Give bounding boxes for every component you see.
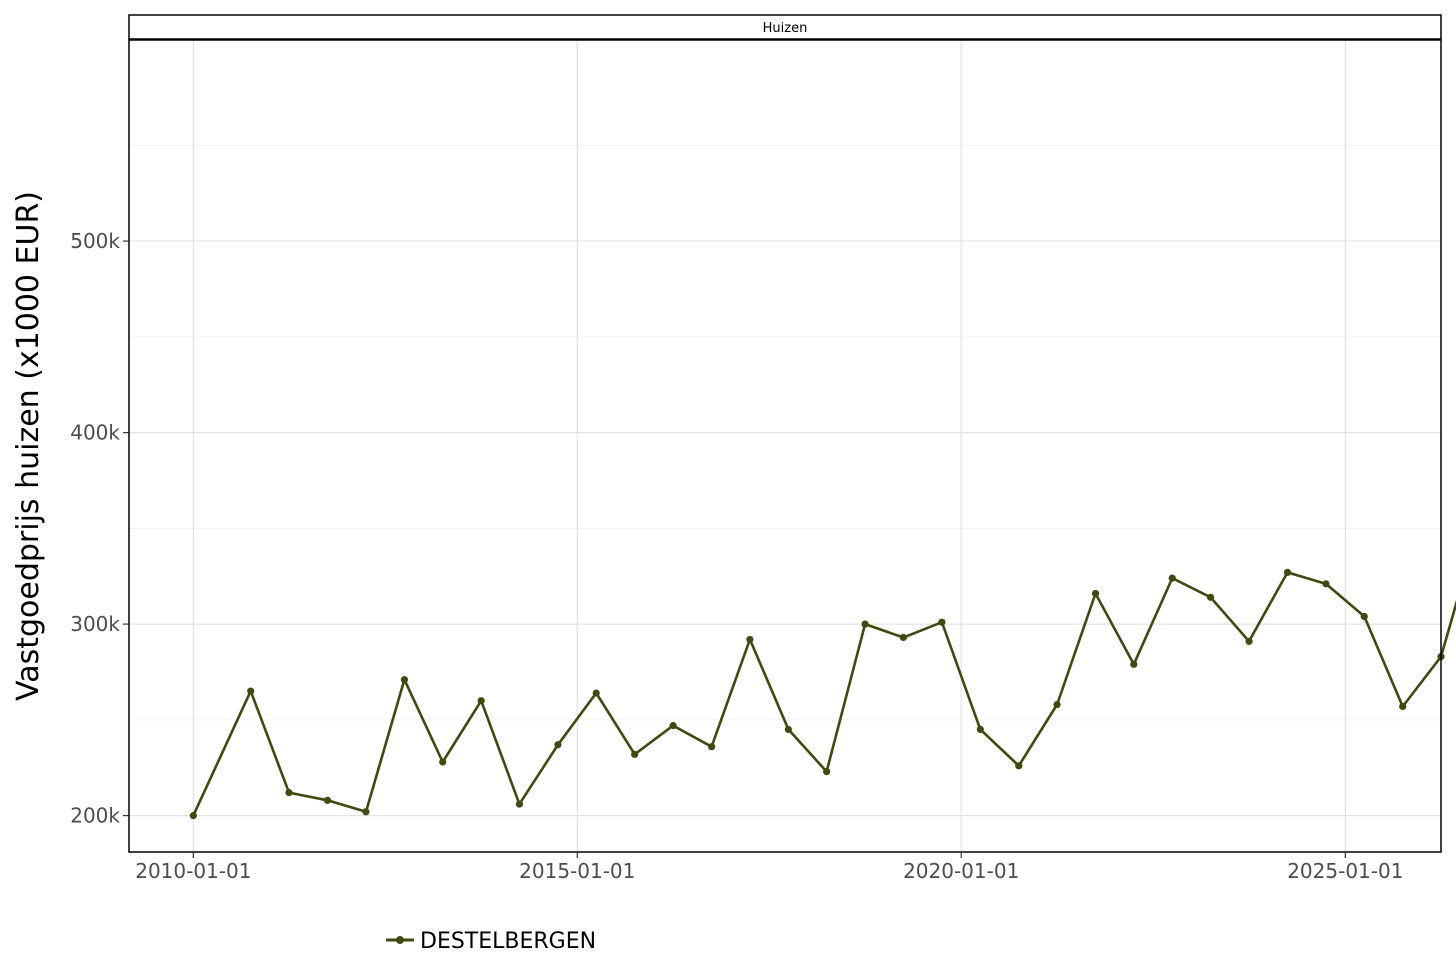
legend-label: DESTELBERGEN	[420, 929, 596, 954]
points-layer	[189, 568, 1445, 820]
facet-strip-box	[128, 14, 1442, 40]
series-point	[1130, 660, 1138, 668]
x-tick-label: 2015-01-01	[519, 859, 635, 883]
lines-layer	[192, 571, 1456, 817]
series-point	[976, 725, 984, 734]
series-point	[554, 741, 562, 749]
series-point	[861, 620, 869, 628]
legend-key-point	[396, 936, 404, 944]
x-tick-label: 2020-01-01	[903, 859, 1019, 883]
facet-strip: Huizen	[128, 14, 1442, 40]
series-point	[439, 758, 447, 766]
x-tick-label: 2025-01-01	[1287, 859, 1403, 883]
series-point	[1399, 702, 1407, 711]
series-point	[1053, 700, 1061, 709]
grid	[129, 40, 1441, 852]
y-tick-label: 500k	[70, 229, 120, 253]
series-point	[515, 800, 524, 808]
legend: DESTELBERGEN	[386, 929, 596, 954]
series-point	[899, 633, 907, 642]
y-axis-title: Vastgoedprijs huizen (x1000 EUR)	[11, 191, 46, 701]
series-point	[400, 676, 409, 684]
series-point	[1206, 593, 1215, 601]
y-tick-label: 200k	[70, 804, 120, 828]
y-axis: 200k 300k 400k 500k	[70, 229, 129, 828]
y-tick-label: 300k	[70, 612, 120, 636]
series-point	[1322, 580, 1330, 588]
series-point	[1360, 612, 1368, 621]
series-point	[247, 687, 255, 695]
x-tick-label: 2010-01-01	[135, 859, 251, 883]
series-point	[1245, 637, 1253, 645]
series-point	[1015, 762, 1023, 770]
series-point	[362, 808, 370, 816]
series-point	[285, 789, 293, 797]
series-point	[477, 697, 485, 705]
legend-item: DESTELBERGEN	[386, 929, 596, 954]
series-point	[708, 743, 716, 751]
series-point	[938, 618, 946, 626]
x-axis: 2010-01-01 2015-01-01 2020-01-01 2025-01-01	[135, 852, 1403, 883]
series-point	[1283, 568, 1292, 576]
series-point	[784, 725, 792, 734]
series-line	[192, 571, 1456, 817]
plot-panel-border	[128, 39, 1442, 853]
series-point	[1091, 589, 1100, 598]
series-point	[592, 689, 600, 697]
series-point	[323, 796, 332, 804]
series-point	[669, 722, 677, 730]
series-point	[823, 767, 831, 776]
y-tick-label: 400k	[70, 421, 120, 445]
series-point	[746, 635, 754, 644]
facet-label: Huizen	[763, 21, 808, 36]
series-point	[1168, 574, 1176, 582]
series-point	[189, 812, 197, 820]
series-point	[631, 750, 639, 758]
